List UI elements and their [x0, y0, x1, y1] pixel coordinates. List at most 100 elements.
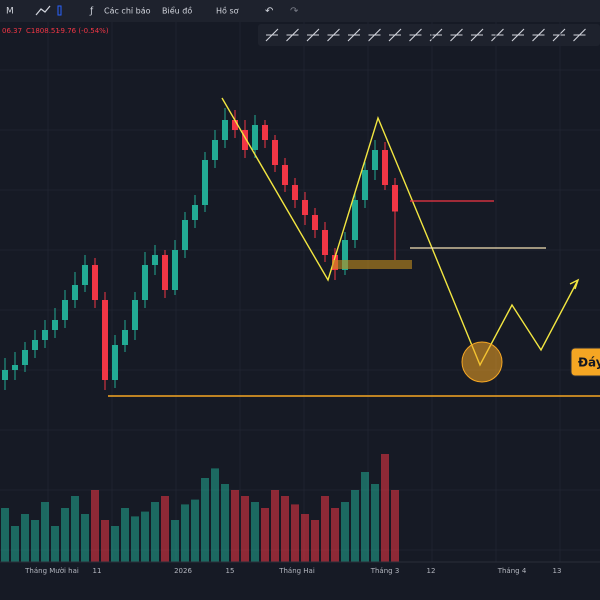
candle-body — [92, 265, 98, 300]
candle-body — [52, 320, 58, 330]
candle-body — [222, 120, 228, 140]
volume-bar — [121, 508, 129, 562]
volume-bar — [61, 508, 69, 562]
candle-body — [32, 340, 38, 350]
drawing-tool[interactable] — [552, 28, 566, 42]
candle-body — [352, 200, 358, 240]
volume-bar — [151, 502, 159, 562]
candle-body — [42, 330, 48, 340]
drawing-tool[interactable] — [450, 28, 463, 42]
volume-bar — [211, 468, 219, 562]
volume-bar — [81, 514, 89, 562]
volume-bar — [271, 490, 279, 562]
candle-body — [152, 255, 158, 265]
volume-bar — [101, 520, 109, 562]
candle-body — [272, 140, 278, 165]
candle-body — [162, 255, 168, 290]
candle-body — [242, 130, 248, 150]
volume-bar — [231, 490, 239, 562]
volume-bar — [361, 472, 369, 562]
drawing-tool[interactable] — [368, 28, 381, 42]
candle-type-icon[interactable] — [57, 5, 62, 16]
drawing-tool[interactable] — [409, 28, 422, 42]
volume-bar — [381, 454, 389, 562]
volume-bar — [261, 508, 269, 562]
volume-bar — [201, 478, 209, 562]
x-axis-label: 13 — [553, 567, 562, 575]
x-axis-label: Tháng Mười hai — [24, 567, 79, 575]
legend-close: C1808.51 — [26, 27, 60, 35]
x-axis-label: Tháng 3 — [370, 567, 400, 575]
volume-bar — [351, 490, 359, 562]
candle-body — [262, 125, 268, 140]
volume-bar — [1, 508, 9, 562]
candle-body — [22, 350, 28, 365]
drawing-tool[interactable] — [388, 28, 402, 42]
drawing-tool[interactable] — [532, 28, 545, 42]
candle-body — [112, 345, 118, 380]
candle-body — [372, 150, 378, 170]
candle-body — [182, 220, 188, 250]
volume-bar — [341, 502, 349, 562]
drawing-tool[interactable] — [573, 28, 586, 42]
drawing-tools — [265, 28, 586, 42]
x-axis-label: 2026 — [174, 567, 192, 575]
drawing-tool[interactable] — [470, 28, 484, 42]
drawing-tool[interactable] — [306, 28, 320, 42]
volume-bar — [171, 520, 179, 562]
chart-button[interactable]: Biểu đồ — [162, 6, 192, 16]
volume-bar — [301, 514, 309, 562]
drawing-toolbar — [258, 24, 600, 46]
candle-body — [292, 185, 298, 200]
redo-button[interactable]: ↷ — [290, 6, 299, 17]
arrow-head — [569, 278, 580, 290]
drawing-tool[interactable] — [491, 28, 504, 42]
profile-button[interactable]: Hồ sơ — [216, 6, 239, 16]
candle-body — [322, 230, 328, 255]
drawing-tool[interactable] — [327, 28, 340, 42]
x-axis-label: 15 — [226, 567, 235, 575]
projection-drawing — [221, 97, 579, 367]
volume-bar — [31, 520, 39, 562]
candle-body — [212, 140, 218, 160]
candle-body — [62, 300, 68, 320]
x-axis-label: 11 — [93, 567, 102, 575]
volume-bar — [251, 502, 259, 562]
volume-bar — [141, 511, 149, 562]
drawing-tool[interactable] — [511, 28, 525, 42]
volume-bar — [41, 502, 49, 562]
volume-bar — [221, 484, 229, 562]
volume-bar — [111, 526, 119, 562]
drawing-tool[interactable] — [286, 28, 299, 42]
undo-button[interactable]: ↶ — [265, 6, 273, 17]
candle-body — [12, 365, 18, 370]
indicators-button[interactable]: Các chỉ báo — [104, 6, 151, 16]
interval-button[interactable]: M — [6, 7, 14, 17]
volume-bar — [371, 484, 379, 562]
volume-bar — [11, 526, 19, 562]
x-axis-label: Tháng 4 — [497, 567, 527, 575]
volume-bar — [331, 508, 339, 562]
candle-body — [172, 250, 178, 290]
candle-body — [382, 150, 388, 185]
volume-bar — [311, 520, 319, 562]
bottom-marker — [461, 341, 503, 383]
candle-body — [72, 285, 78, 300]
grid — [0, 22, 600, 562]
chart-type-icon[interactable] — [35, 5, 51, 16]
drawing-tool[interactable] — [265, 28, 279, 42]
volume-bar — [391, 490, 399, 562]
candle-body — [192, 205, 198, 220]
candle-body — [142, 265, 148, 300]
candle-body — [82, 265, 88, 285]
volume-bar — [71, 496, 79, 562]
zone — [332, 260, 412, 269]
volume-bar — [91, 490, 99, 562]
volume-bar — [281, 496, 289, 562]
drawing-tool[interactable] — [347, 28, 361, 42]
top-toolbar — [0, 0, 600, 22]
fx-icon[interactable]: ƒ — [89, 7, 94, 17]
volume-bar — [51, 526, 59, 562]
